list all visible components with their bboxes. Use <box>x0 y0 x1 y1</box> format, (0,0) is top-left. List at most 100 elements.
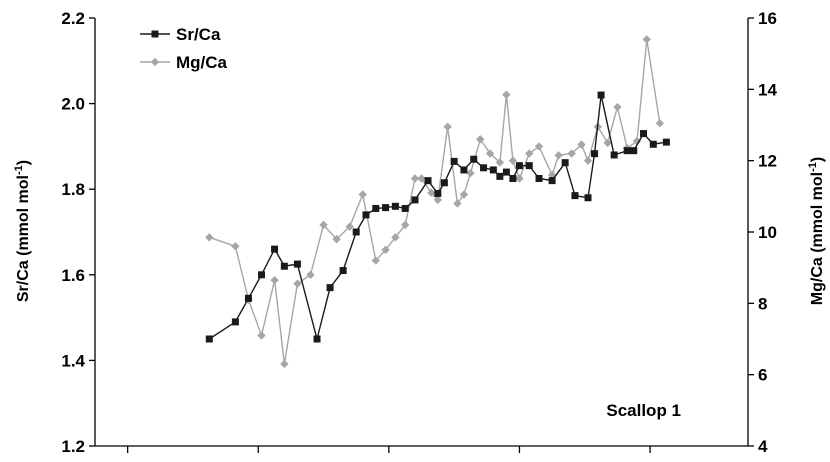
right-tick-label: 8 <box>758 294 767 313</box>
data-point-mg-ca <box>476 135 485 144</box>
data-point-sr-ca <box>258 271 266 279</box>
data-point-sr-ca <box>597 91 605 99</box>
right-tick-label: 16 <box>758 9 777 28</box>
series-layer <box>205 35 670 369</box>
data-point-sr-ca <box>372 204 380 212</box>
data-point-mg-ca <box>632 136 642 146</box>
data-point-mg-ca <box>583 156 593 165</box>
legend: Sr/Ca Mg/Ca <box>140 25 228 72</box>
data-point-mg-ca <box>427 188 436 197</box>
data-point-mg-ca <box>534 142 544 151</box>
data-point-sr-ca <box>271 245 279 253</box>
data-point-mg-ca <box>257 331 266 340</box>
data-point-sr-ca <box>382 204 390 212</box>
data-point-sr-ca <box>460 166 468 174</box>
data-point-mg-ca <box>391 233 400 242</box>
data-point-sr-ca <box>313 335 321 343</box>
legend-label-mg-ca: Mg/Ca <box>176 53 228 72</box>
data-point-sr-ca <box>548 177 556 185</box>
left-tick-label: 1.4 <box>61 351 85 370</box>
data-point-sr-ca <box>662 138 670 146</box>
x-axis-ticks <box>127 446 651 453</box>
data-point-mg-ca <box>371 256 380 265</box>
data-point-mg-ca <box>410 174 420 183</box>
data-point-mg-ca <box>515 174 524 183</box>
left-axis-ticks: 1.2 1.4 1.6 1.8 2.0 2.2 <box>61 9 95 456</box>
legend-marker-sr-ca <box>151 30 159 38</box>
left-tick-label: 2.2 <box>61 9 85 28</box>
right-tick-label: 6 <box>758 366 767 385</box>
left-tick-label: 1.6 <box>61 266 85 285</box>
data-point-mg-ca <box>642 35 651 44</box>
left-tick-label: 1.2 <box>61 437 85 456</box>
data-point-sr-ca <box>640 130 648 138</box>
legend-marker-mg-ca <box>150 57 160 67</box>
data-point-mg-ca <box>332 234 341 244</box>
data-point-mg-ca <box>358 190 367 199</box>
data-point-sr-ca <box>450 157 458 165</box>
data-point-mg-ca <box>603 138 612 148</box>
data-point-sr-ca <box>509 175 517 182</box>
data-point-sr-ca <box>591 150 599 158</box>
data-point-mg-ca <box>547 170 557 180</box>
data-point-sr-ca <box>339 267 347 275</box>
data-point-sr-ca <box>280 262 288 270</box>
right-tick-label: 14 <box>758 80 777 99</box>
data-point-mg-ca <box>466 168 475 178</box>
legend-entry-sr-ca: Sr/Ca <box>140 25 221 44</box>
data-point-mg-ca <box>567 149 576 158</box>
data-point-mg-ca <box>502 90 511 99</box>
right-tick-label: 10 <box>758 223 777 242</box>
data-point-mg-ca <box>433 195 443 205</box>
data-point-mg-ca <box>495 158 505 167</box>
data-point-mg-ca <box>381 245 390 255</box>
data-point-sr-ca <box>326 284 334 292</box>
data-point-sr-ca <box>391 202 399 210</box>
data-point-mg-ca <box>345 222 354 231</box>
right-axis-ticks: 4 6 8 10 12 14 16 <box>748 9 777 456</box>
data-point-mg-ca <box>270 275 279 285</box>
right-axis-title: Mg/Ca (mmol mol-1) <box>807 157 826 305</box>
data-point-sr-ca <box>630 147 638 155</box>
legend-label-sr-ca: Sr/Ca <box>176 25 221 44</box>
data-point-mg-ca <box>400 220 410 230</box>
data-point-sr-ca <box>496 172 504 180</box>
data-point-sr-ca <box>440 179 448 187</box>
data-point-mg-ca <box>453 199 462 208</box>
data-point-sr-ca <box>502 168 510 176</box>
data-point-mg-ca <box>280 359 289 369</box>
data-point-sr-ca <box>571 192 579 200</box>
data-point-sr-ca <box>434 189 442 197</box>
legend-entry-mg-ca: Mg/Ca <box>140 53 228 72</box>
right-tick-label: 4 <box>758 437 768 456</box>
data-point-sr-ca <box>489 166 497 174</box>
data-point-mg-ca <box>459 190 469 199</box>
series-line-mg-ca <box>209 39 661 365</box>
data-point-sr-ca <box>525 162 533 170</box>
data-point-sr-ca <box>561 159 569 167</box>
data-point-mg-ca <box>613 102 622 112</box>
data-point-sr-ca <box>470 155 478 163</box>
data-point-sr-ca <box>244 294 252 302</box>
data-point-mg-ca <box>231 242 240 251</box>
data-point-mg-ca <box>508 156 518 165</box>
data-point-sr-ca <box>352 228 360 236</box>
data-point-sr-ca <box>584 194 592 202</box>
axes <box>94 18 749 447</box>
series-mg-ca <box>205 35 665 369</box>
data-point-sr-ca <box>480 164 488 172</box>
data-point-mg-ca <box>205 233 214 242</box>
data-point-sr-ca <box>411 196 419 204</box>
data-point-sr-ca <box>401 204 409 212</box>
data-point-sr-ca <box>535 175 543 182</box>
data-point-mg-ca <box>577 140 586 149</box>
data-point-sr-ca <box>515 162 523 170</box>
annotation-scallop: Scallop 1 <box>606 401 681 420</box>
data-point-sr-ca <box>205 335 213 343</box>
data-point-mg-ca <box>443 122 452 131</box>
series-sr-ca <box>205 91 670 343</box>
data-point-sr-ca <box>623 147 631 155</box>
data-point-mg-ca <box>293 279 302 288</box>
